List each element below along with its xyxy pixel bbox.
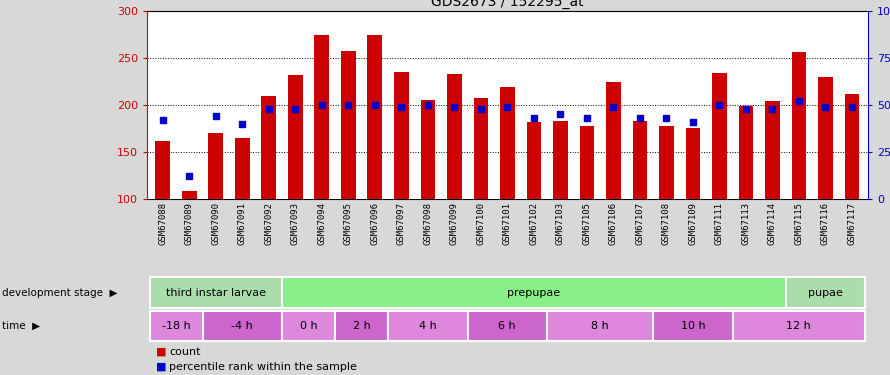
- Text: 0 h: 0 h: [300, 321, 318, 331]
- Text: GSM67109: GSM67109: [688, 202, 698, 245]
- Text: GSM67089: GSM67089: [185, 202, 194, 245]
- Bar: [786, 278, 865, 308]
- Bar: [712, 73, 726, 199]
- Bar: [653, 311, 732, 341]
- Bar: [547, 311, 653, 341]
- Text: GSM67100: GSM67100: [476, 202, 485, 245]
- Bar: [791, 52, 806, 199]
- Text: GSM67090: GSM67090: [211, 202, 220, 245]
- Bar: [341, 51, 356, 199]
- Bar: [150, 311, 203, 341]
- Bar: [150, 278, 282, 308]
- Text: GSM67103: GSM67103: [556, 202, 565, 245]
- Text: GSM67093: GSM67093: [291, 202, 300, 245]
- Text: third instar larvae: third instar larvae: [166, 288, 266, 297]
- Text: GSM67097: GSM67097: [397, 202, 406, 245]
- Text: GSM67114: GSM67114: [768, 202, 777, 245]
- Text: GSM67101: GSM67101: [503, 202, 512, 245]
- Text: GSM67107: GSM67107: [635, 202, 644, 245]
- Text: development stage  ▶: development stage ▶: [2, 288, 117, 297]
- Text: percentile rank within the sample: percentile rank within the sample: [169, 362, 357, 372]
- Bar: [685, 128, 700, 199]
- Text: -18 h: -18 h: [162, 321, 190, 331]
- Text: GSM67108: GSM67108: [662, 202, 671, 245]
- Text: GSM67113: GSM67113: [741, 202, 750, 245]
- Bar: [659, 126, 674, 199]
- Bar: [553, 121, 568, 199]
- Text: GSM67098: GSM67098: [424, 202, 433, 245]
- Bar: [314, 35, 329, 199]
- Text: GSM67092: GSM67092: [264, 202, 273, 245]
- Bar: [368, 35, 382, 199]
- Text: 10 h: 10 h: [681, 321, 705, 331]
- Text: GSM67096: GSM67096: [370, 202, 379, 245]
- Bar: [182, 191, 197, 199]
- Text: prepupae: prepupae: [507, 288, 561, 297]
- Text: pupae: pupae: [808, 288, 843, 297]
- Bar: [739, 106, 753, 199]
- Text: GSM67095: GSM67095: [344, 202, 352, 245]
- Text: GSM67088: GSM67088: [158, 202, 167, 245]
- Bar: [845, 94, 859, 199]
- Bar: [388, 311, 467, 341]
- Bar: [467, 311, 547, 341]
- Bar: [765, 101, 780, 199]
- Bar: [447, 74, 462, 199]
- Text: 4 h: 4 h: [419, 321, 437, 331]
- Bar: [235, 138, 249, 199]
- Bar: [282, 311, 335, 341]
- Bar: [420, 100, 435, 199]
- Text: 12 h: 12 h: [787, 321, 811, 331]
- Bar: [473, 99, 488, 199]
- Bar: [282, 278, 786, 308]
- Bar: [203, 311, 282, 341]
- Text: GSM67111: GSM67111: [715, 202, 724, 245]
- Bar: [818, 77, 833, 199]
- Bar: [527, 122, 541, 199]
- Text: count: count: [169, 347, 200, 357]
- Text: time  ▶: time ▶: [2, 321, 40, 331]
- Text: GSM67116: GSM67116: [821, 202, 829, 245]
- Text: ■: ■: [156, 347, 166, 357]
- Text: GSM67091: GSM67091: [238, 202, 247, 245]
- Bar: [500, 87, 514, 199]
- Text: 2 h: 2 h: [352, 321, 370, 331]
- Text: GSM67099: GSM67099: [449, 202, 458, 245]
- Text: GSM67117: GSM67117: [847, 202, 856, 245]
- Text: GSM67102: GSM67102: [530, 202, 538, 245]
- Text: ■: ■: [156, 362, 166, 372]
- Text: 8 h: 8 h: [591, 321, 609, 331]
- Bar: [335, 311, 388, 341]
- Text: GSM67115: GSM67115: [795, 202, 804, 245]
- Bar: [288, 75, 303, 199]
- Bar: [156, 141, 170, 199]
- Bar: [262, 96, 276, 199]
- Text: 6 h: 6 h: [498, 321, 516, 331]
- Bar: [208, 133, 223, 199]
- Bar: [579, 126, 595, 199]
- Text: GSM67105: GSM67105: [582, 202, 591, 245]
- Text: GSM67106: GSM67106: [609, 202, 618, 245]
- Bar: [633, 121, 647, 199]
- Title: GDS2673 / 152295_at: GDS2673 / 152295_at: [431, 0, 584, 9]
- Bar: [732, 311, 865, 341]
- Text: -4 h: -4 h: [231, 321, 253, 331]
- Bar: [394, 72, 409, 199]
- Text: GSM67094: GSM67094: [317, 202, 327, 245]
- Bar: [606, 82, 620, 199]
